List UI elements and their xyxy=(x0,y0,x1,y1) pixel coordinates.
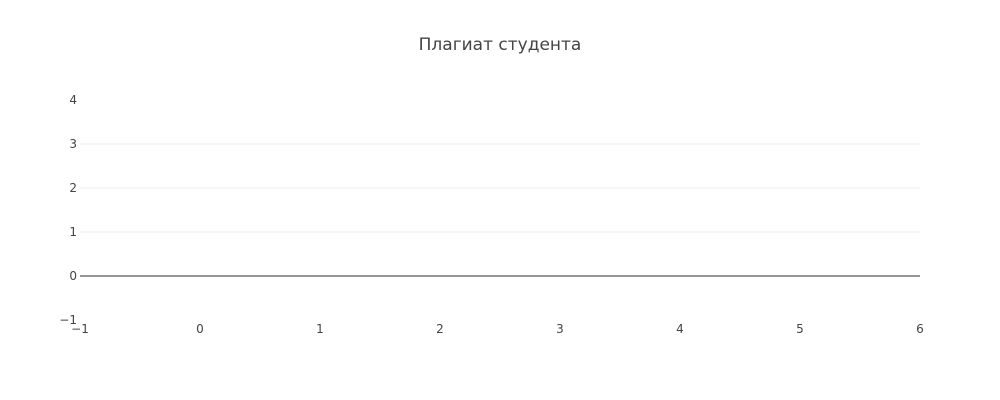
y-tick-label: 1 xyxy=(69,225,77,239)
y-tick-label: −1 xyxy=(59,313,77,327)
x-tick-label: 5 xyxy=(796,322,804,336)
chart-title: Плагиат студента xyxy=(419,35,582,55)
x-tick-label: 1 xyxy=(316,322,324,336)
x-tick-label: 2 xyxy=(436,322,444,336)
y-tick-label: 3 xyxy=(69,137,77,151)
y-tick-label: 2 xyxy=(69,181,77,195)
x-tick-label: 0 xyxy=(196,322,204,336)
y-tick-label: 0 xyxy=(69,269,77,283)
x-tick-label: 4 xyxy=(676,322,684,336)
x-tick-label: 3 xyxy=(556,322,564,336)
y-axis-ticks: −1 0 1 2 3 4 xyxy=(59,93,77,327)
x-axis-ticks: −1 0 1 2 3 4 5 6 xyxy=(71,322,924,336)
x-tick-label: −1 xyxy=(71,322,89,336)
grid-lines xyxy=(80,143,920,233)
y-tick-label: 4 xyxy=(69,93,77,107)
x-tick-label: 6 xyxy=(916,322,924,336)
